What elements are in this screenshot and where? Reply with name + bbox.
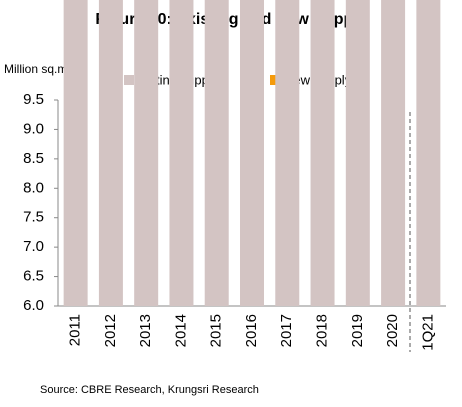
x-tick-label: 2013 bbox=[137, 314, 154, 347]
bar-segment bbox=[98, 0, 123, 307]
y-tick-label: 6.0 bbox=[23, 297, 44, 314]
bar-segment bbox=[416, 0, 441, 307]
x-tick-label: 2020 bbox=[384, 314, 401, 347]
x-tick-label: 2018 bbox=[314, 314, 331, 347]
x-tick-label: 2014 bbox=[172, 314, 189, 347]
bar-segment bbox=[345, 0, 370, 306]
bar-segment bbox=[275, 0, 300, 306]
x-tick-label: 2012 bbox=[102, 314, 119, 347]
bar-segment bbox=[169, 0, 194, 307]
bar-segment bbox=[63, 0, 88, 306]
y-tick-label: 9.5 bbox=[23, 91, 44, 108]
y-tick-label: 7.5 bbox=[23, 209, 44, 226]
bar-segment bbox=[204, 0, 229, 306]
source-note: Source: CBRE Research, Krungsri Research bbox=[40, 384, 259, 396]
bar-segment bbox=[134, 0, 159, 306]
x-tick-label: 2017 bbox=[278, 314, 295, 347]
legend-swatch bbox=[270, 75, 280, 85]
x-tick-label: 2016 bbox=[243, 314, 260, 347]
y-tick-label: 8.0 bbox=[23, 179, 44, 196]
legend-swatch bbox=[124, 75, 134, 85]
bar-segment bbox=[381, 0, 406, 306]
y-tick-label: 9.0 bbox=[23, 120, 44, 137]
bar-segment bbox=[310, 0, 335, 306]
y-tick-label: 8.5 bbox=[23, 150, 44, 167]
bar-segment bbox=[240, 0, 264, 306]
y-tick-label: 7.0 bbox=[23, 238, 44, 255]
x-tick-label: 2015 bbox=[208, 314, 225, 347]
y-axis-label: Million sq.m. bbox=[4, 62, 71, 76]
x-tick-label: 2019 bbox=[349, 314, 366, 347]
x-tick-label: 1Q21 bbox=[419, 314, 436, 351]
y-tick-label: 6.5 bbox=[23, 268, 44, 285]
x-tick-label: 2011 bbox=[67, 314, 84, 346]
